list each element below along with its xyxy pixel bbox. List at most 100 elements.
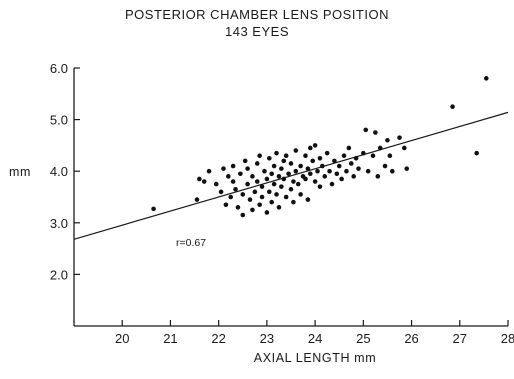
data-point: [206, 168, 212, 174]
data-point: [484, 76, 489, 81]
regression-line: [73, 111, 509, 240]
data-point: [276, 205, 282, 210]
x-tick-label: 28: [501, 331, 514, 346]
x-tick-label: 25: [356, 331, 370, 346]
data-point: [264, 210, 270, 215]
data-point: [322, 174, 328, 179]
data-point: [303, 176, 308, 182]
data-point: [336, 163, 342, 169]
x-tick-label: 20: [115, 331, 129, 346]
data-point: [283, 194, 289, 200]
data-point: [382, 163, 388, 169]
y-tick-label: 6.0: [50, 61, 68, 76]
data-point: [288, 161, 294, 166]
data-point: [279, 184, 284, 189]
data-point: [213, 181, 219, 187]
data-point: [387, 153, 393, 159]
data-point: [291, 199, 296, 205]
data-point: [324, 150, 330, 156]
data-point: [197, 176, 202, 182]
data-point: [223, 202, 229, 208]
data-point: [329, 181, 335, 187]
data-point: [307, 171, 313, 177]
data-point: [341, 153, 347, 159]
data-point: [317, 184, 323, 189]
x-tick-label: 24: [308, 331, 322, 346]
data-point: [370, 153, 376, 159]
data-point: [288, 186, 294, 192]
chart-subtitle: 143 EYES: [225, 24, 289, 39]
data-point: [361, 150, 366, 156]
data-point: [257, 202, 262, 208]
data-point: [245, 166, 250, 171]
data-point: [228, 194, 234, 200]
chart-title: POSTERIOR CHAMBER LENS POSITION: [125, 7, 389, 22]
y-tick-label: 5.0: [50, 113, 68, 128]
x-tick-label: 23: [260, 331, 274, 346]
data-point: [226, 174, 231, 179]
data-point: [242, 158, 248, 164]
data-point: [307, 145, 313, 151]
data-point: [385, 137, 390, 143]
data-point: [305, 166, 311, 171]
x-axis-label: AXIAL LENGTH mm: [254, 351, 376, 365]
data-point: [259, 194, 265, 200]
data-point: [373, 130, 378, 135]
data-point: [274, 150, 279, 156]
data-point: [348, 161, 354, 166]
data-point: [339, 176, 344, 182]
data-point: [303, 153, 308, 159]
data-point: [293, 168, 299, 174]
y-tick-label: 2.0: [50, 267, 68, 282]
data-point: [320, 163, 325, 169]
y-axis-label: mm: [9, 165, 31, 179]
data-point: [235, 205, 241, 210]
data-point: [262, 168, 267, 174]
data-point: [346, 145, 352, 151]
y-tick-label: 3.0: [50, 216, 68, 231]
data-point: [271, 163, 277, 169]
data-point: [221, 166, 226, 171]
data-point: [291, 179, 296, 184]
data-point: [151, 206, 156, 212]
data-point: [276, 174, 282, 179]
data-point: [363, 127, 369, 133]
data-point: [334, 171, 340, 177]
data-point: [327, 168, 332, 174]
data-point: [194, 197, 200, 202]
data-point: [298, 192, 303, 197]
data-point: [271, 181, 277, 187]
data-point: [474, 150, 479, 156]
data-point: [257, 153, 262, 159]
data-point: [317, 156, 323, 161]
data-point: [240, 192, 246, 197]
data-point: [259, 184, 265, 189]
data-point: [351, 174, 356, 179]
data-point: [238, 171, 243, 177]
data-point: [233, 186, 238, 192]
data-point: [250, 174, 255, 179]
data-point: [397, 135, 402, 140]
x-axis-ticks: 20 21 22 23 24 25 26 27 28: [115, 320, 514, 346]
data-point: [312, 179, 318, 184]
data-point: [247, 197, 253, 202]
data-point: [312, 143, 318, 148]
x-tick-label: 26: [404, 331, 418, 346]
data-point: [286, 171, 291, 177]
y-axis-ticks: 2.0 3.0 4.0 5.0 6.0: [50, 61, 80, 282]
data-point: [305, 197, 311, 202]
data-point: [375, 174, 381, 179]
data-point: [245, 181, 250, 187]
data-point: [269, 199, 275, 205]
data-point: [332, 158, 337, 164]
y-tick-label: 4.0: [50, 164, 68, 179]
data-point: [252, 189, 258, 195]
data-point: [293, 148, 299, 153]
data-point: [377, 145, 383, 151]
data-point: [254, 161, 260, 166]
x-tick-label: 27: [453, 331, 467, 346]
correlation-annotation: r=0.67: [176, 237, 206, 249]
data-point: [281, 176, 287, 182]
data-point: [274, 192, 279, 197]
